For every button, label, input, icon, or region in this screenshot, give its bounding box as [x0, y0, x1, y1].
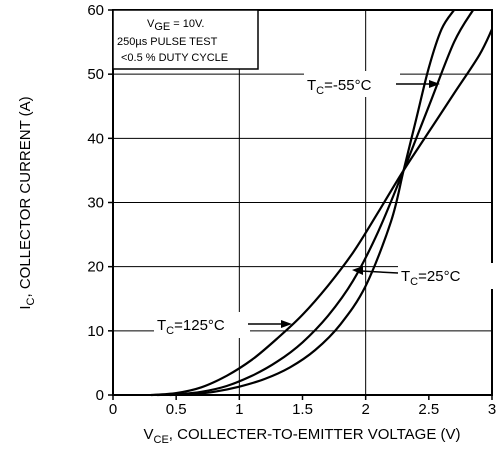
annotation-label-minus55: TC=-55°C [307, 77, 372, 97]
series-layer [150, 9, 493, 397]
series-line-25 [157, 9, 475, 397]
x-tick-label: 0 [109, 401, 117, 418]
annotation-arrow-25 [360, 270, 399, 274]
y-tick-label: 0 [96, 387, 104, 404]
x-tick-label: 1 [235, 401, 243, 418]
x-tick-label: 1.5 [292, 401, 313, 418]
annotation-label-125: TC=125°C [157, 317, 225, 337]
conditions-box-frame [112, 9, 259, 70]
x-axis-label: VCE, COLLECTER-TO-EMITTER VOLTAGE (V) [144, 426, 461, 446]
y-tick-label: 40 [87, 130, 104, 147]
conditions-line-2: 250µs PULSE TEST [117, 36, 218, 48]
annotation-arrowhead-125 [281, 320, 292, 328]
x-tick-label: 3 [488, 401, 496, 418]
x-tick-label: 2.5 [418, 401, 439, 418]
y-axis-label: IC, COLLECTOR CURRENT (A) [17, 96, 37, 309]
annotation-label-25: TC=25°C [401, 268, 461, 288]
conditions-line-1: VGE = 10V. [147, 18, 204, 33]
series-line-minus55 [169, 9, 456, 397]
annotations: TC=-55°C TC=25°C TC=125°C [154, 71, 494, 338]
x-tick-label: 2 [361, 401, 369, 418]
annotation-arrowhead-25 [352, 266, 363, 275]
annotation-arrowhead-minus55 [429, 80, 440, 88]
series-line-125 [150, 28, 493, 397]
y-tick-label: 60 [87, 2, 104, 19]
y-tick-label: 30 [87, 195, 104, 212]
y-tick-label: 50 [87, 66, 104, 83]
annotation-bg-minus55 [304, 71, 400, 97]
annotation-bg-25 [398, 263, 494, 289]
x-tick-label: 0.5 [166, 401, 187, 418]
conditions-line-3: <0.5 % DUTY CYCLE [121, 52, 228, 64]
y-tick-label: 20 [87, 259, 104, 276]
y-tick-label: 10 [87, 323, 104, 340]
conditions-box: VGE = 10V. 250µs PULSE TEST <0.5 % DUTY … [112, 9, 259, 70]
annotation-bg-125 [154, 312, 250, 338]
